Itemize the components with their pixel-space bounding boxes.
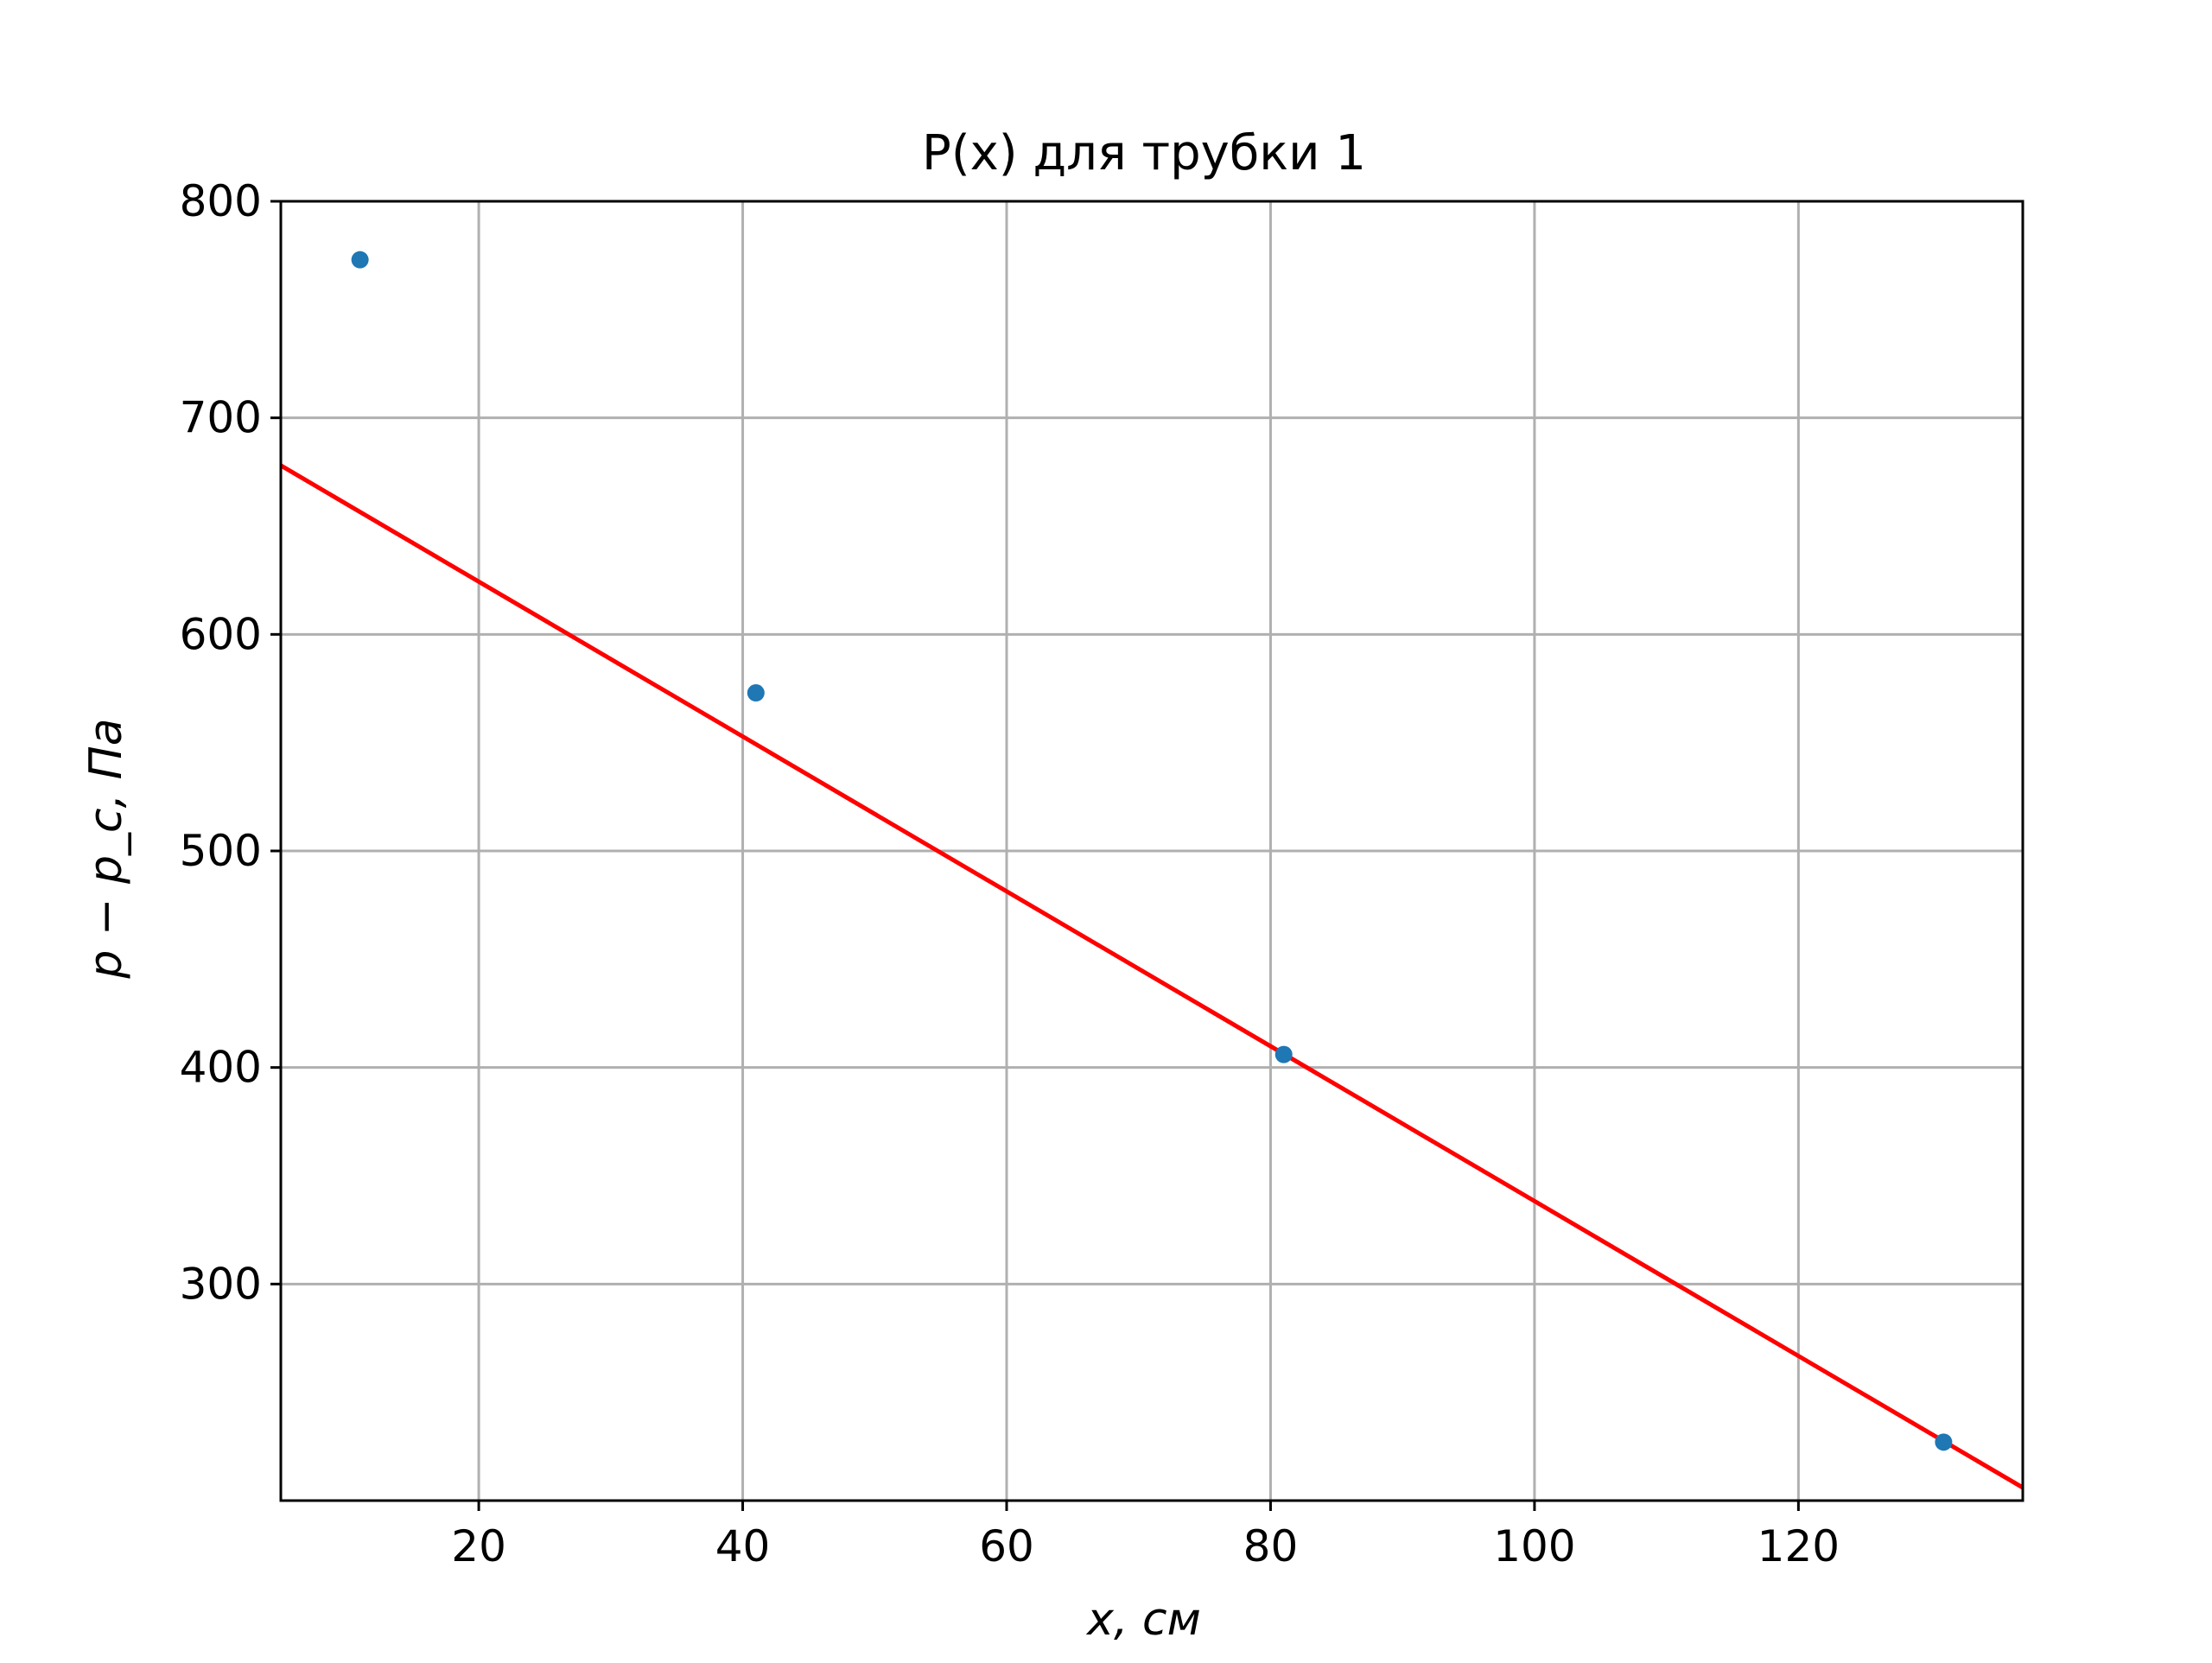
x-tick-label: 80 (1243, 1521, 1299, 1571)
x-tick-label: 100 (1493, 1521, 1575, 1571)
y-tick-label: 500 (180, 826, 262, 876)
ticks: 20 40 60 80 100 120 300 400 500 600 700 800 (180, 176, 1840, 1571)
data-point (351, 251, 369, 269)
y-tick-label: 600 (180, 609, 262, 659)
y-axis-label: p − p_c, Па (80, 718, 132, 979)
chart-title: P(x) для трубки 1 (922, 125, 1366, 181)
y-tick-label: 400 (180, 1043, 262, 1093)
y-tick-label: 800 (180, 176, 262, 226)
x-tick-label: 40 (715, 1521, 771, 1571)
plot-marks (279, 251, 2024, 1490)
y-tick-label: 300 (180, 1259, 262, 1309)
x-tick-label: 60 (979, 1521, 1034, 1571)
x-tick-label: 20 (451, 1521, 506, 1571)
y-tick-label: 700 (180, 393, 262, 443)
x-tick-label: 120 (1758, 1521, 1840, 1571)
data-point (747, 684, 765, 702)
x-axis-label: x, см (1085, 1594, 1201, 1646)
fit-line (279, 463, 2024, 1490)
data-point (1274, 1045, 1293, 1063)
data-point (1935, 1433, 1953, 1451)
